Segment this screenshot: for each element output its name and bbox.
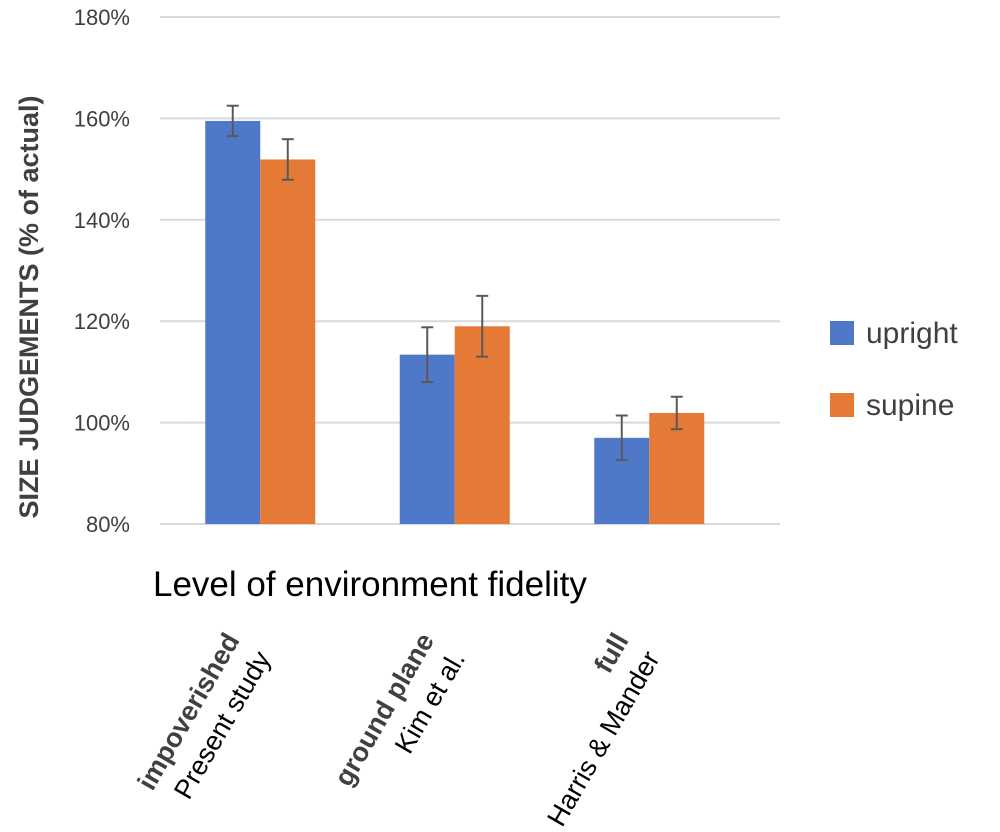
bars [205,120,705,525]
error-bars [226,104,683,462]
bar-upright [205,120,261,524]
y-tick-label: 120% [74,309,130,334]
legend-swatch-supine [830,393,854,417]
y-tick-label: 140% [74,208,130,233]
legend-swatch-upright [830,321,854,345]
error-bar-upright [421,326,434,384]
y-tick-label: 80% [86,512,130,537]
error-bar-upright [226,104,239,138]
error-bar-supine [476,294,489,358]
y-tick-label: 160% [74,106,130,131]
bar-supine [454,326,510,524]
legend: upright supine [830,317,958,422]
bar-supine [260,159,316,525]
x-axis-title: Level of environment fidelity [153,565,587,604]
category-source: Harris & Mander [541,646,665,831]
error-bar-upright [615,414,628,462]
legend-label-supine: supine [866,389,954,422]
error-bar-supine [281,138,294,181]
y-axis-label: SIZE JUDGEMENTS (% of actual) [14,95,44,518]
bar-supine [649,412,705,524]
error-bar-supine [670,395,683,431]
y-tick-label: 180% [74,5,130,30]
y-axis-ticks: 80% 100% 120% 140% 160% 180% [74,5,130,537]
y-tick-label: 100% [74,411,130,436]
legend-label-upright: upright [866,317,958,350]
